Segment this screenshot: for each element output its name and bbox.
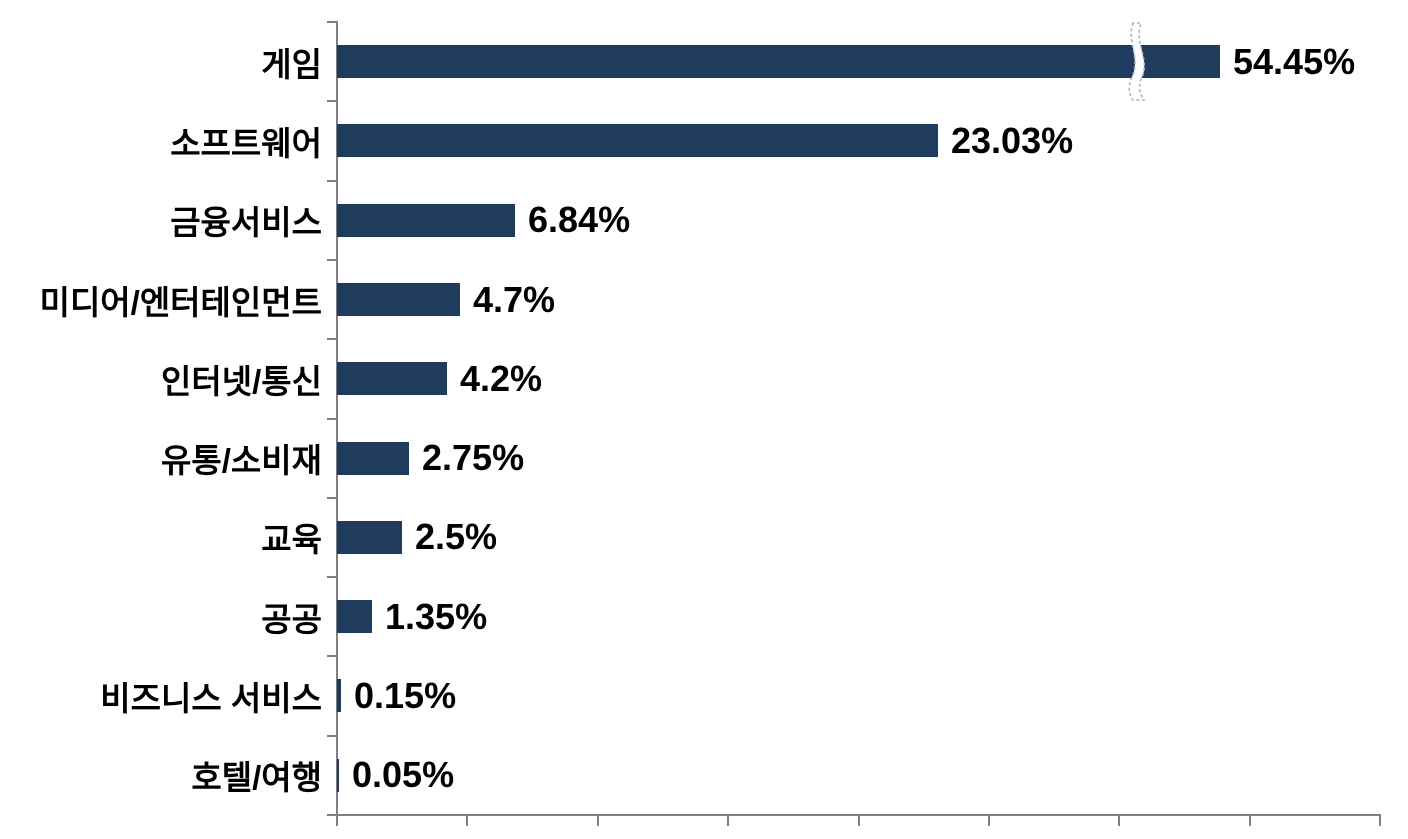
bar [337,45,1220,78]
bar-row: 게임 54.45% [0,22,1408,101]
y-axis-tick [327,259,337,261]
bar-row: 금융서비스 6.84% [0,181,1408,260]
y-axis-tick [327,21,337,23]
x-axis-tick [988,815,990,826]
bar-row: 교육 2.5% [0,498,1408,577]
bar [337,362,447,396]
value-label: 0.15% [354,675,457,717]
x-axis-tick [1118,815,1120,826]
y-axis-tick [327,814,337,816]
value-label: 2.5% [415,516,498,558]
bar-row: 공공 1.35% [0,577,1408,656]
bar [337,758,339,792]
category-label: 호텔/여행 [191,759,322,797]
y-axis-tick [327,497,337,499]
y-axis-tick [327,180,337,182]
value-label: 4.7% [473,278,556,320]
category-label: 금융서비스 [170,204,322,242]
y-axis-tick [327,655,337,657]
category-label: 게임 [261,45,322,83]
bar [337,124,938,158]
bar-row: 인터넷/통신 4.2% [0,339,1408,418]
category-label: 비즈니스 서비스 [100,680,322,718]
x-axis-tick [858,815,860,826]
bar-row: 유통/소비재 2.75% [0,419,1408,498]
axis-break-icon [1128,22,1146,101]
bar [337,600,372,634]
x-axis-tick [727,815,729,826]
bar-row: 미디어/엔터테인먼트 4.7% [0,260,1408,339]
bar [337,679,341,713]
category-label: 인터넷/통신 [161,362,322,400]
bar-row: 비즈니스 서비스 0.15% [0,656,1408,735]
value-label: 23.03% [951,119,1074,161]
x-axis-tick [597,815,599,826]
bar [337,282,460,316]
bar [337,203,515,237]
y-axis-tick [327,735,337,737]
value-label: 6.84% [528,199,631,241]
y-axis-tick [327,576,337,578]
bar-row: 소프트웨어 23.03% [0,101,1408,180]
x-axis-tick [1379,815,1381,826]
category-label: 미디어/엔터테인먼트 [39,283,322,321]
category-label: 교육 [261,521,322,559]
value-label: 54.45% [1233,40,1356,82]
value-label: 1.35% [385,595,488,637]
y-axis-line [336,21,338,815]
bar [337,441,409,475]
x-axis-tick [1249,815,1251,826]
y-axis-tick [327,338,337,340]
category-label: 소프트웨어 [170,124,322,162]
value-label: 0.05% [352,754,455,796]
y-axis-tick [327,100,337,102]
bar [337,520,402,554]
y-axis-tick [327,418,337,420]
x-axis-tick [466,815,468,826]
value-label: 4.2% [460,357,543,399]
x-axis-tick [336,815,338,826]
value-label: 2.75% [422,437,525,479]
bar-row: 호텔/여행 0.05% [0,736,1408,815]
category-label: 유통/소비재 [161,442,322,480]
category-label: 공공 [261,600,322,638]
